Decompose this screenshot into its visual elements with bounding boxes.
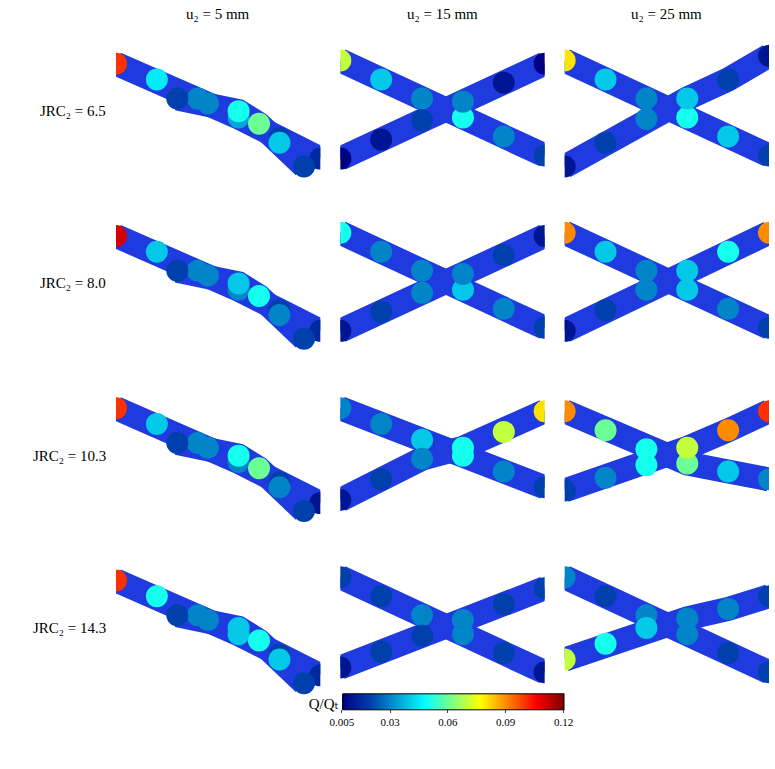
svg-text:0.06: 0.06 [438, 716, 458, 728]
svg-text:0.005: 0.005 [329, 716, 354, 728]
svg-text:JRC₂ = 10.3: JRC₂ = 10.3 [33, 448, 106, 464]
svg-text:u₂ = 25 mm: u₂ = 25 mm [631, 6, 702, 22]
svg-text:u₂ = 15 mm: u₂ = 15 mm [407, 6, 478, 22]
svg-text:JRC₂ = 8.0: JRC₂ = 8.0 [40, 275, 106, 291]
svg-text:0.03: 0.03 [380, 716, 400, 728]
svg-text:Q/Qₜ: Q/Qₜ [309, 696, 339, 712]
svg-text:u₂ = 5 mm: u₂ = 5 mm [186, 6, 250, 22]
svg-text:0.12: 0.12 [554, 716, 573, 728]
svg-text:JRC₂ = 14.3: JRC₂ = 14.3 [33, 620, 106, 636]
svg-text:0.09: 0.09 [496, 716, 516, 728]
svg-text:JRC₂ = 6.5: JRC₂ = 6.5 [40, 103, 106, 119]
